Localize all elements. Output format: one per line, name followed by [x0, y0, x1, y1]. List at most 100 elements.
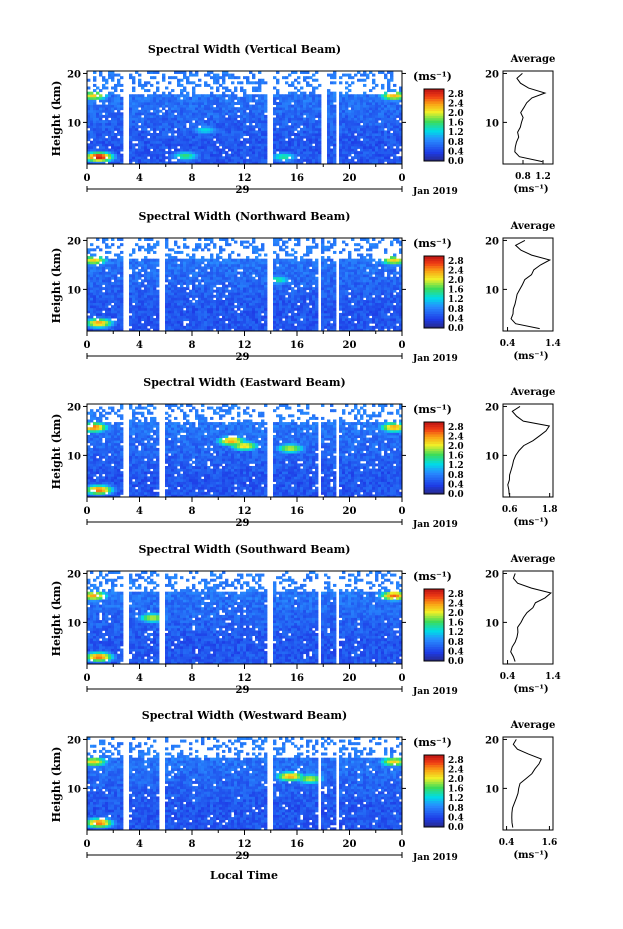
heatmap-cell [225, 310, 229, 314]
heatmap-cell [201, 133, 205, 136]
heatmap-cell [354, 138, 358, 142]
heatmap-cell [366, 99, 370, 103]
heatmap-cell [354, 145, 358, 149]
heatmap-cell [294, 269, 298, 272]
heatmap-cell [168, 325, 172, 329]
heatmap-cell [234, 140, 238, 144]
heatmap-cell [303, 284, 307, 288]
heatmap-cell [195, 83, 199, 87]
heatmap-cell [150, 135, 154, 139]
heatmap-cell [135, 305, 139, 309]
heatmap-cell [285, 258, 289, 262]
heatmap-cell [207, 248, 211, 252]
heatmap-cell [240, 271, 244, 275]
heatmap-cell [219, 107, 223, 111]
heatmap-cell [318, 151, 322, 155]
heatmap-cell [261, 114, 265, 118]
heatmap-cell [288, 117, 292, 121]
heatmap-cell [210, 315, 214, 319]
heatmap-cell [135, 112, 139, 116]
heatmap-cell [186, 94, 190, 98]
heatmap-cell [279, 258, 283, 262]
heatmap-cell [96, 258, 100, 262]
heatmap-cell [279, 292, 283, 296]
heatmap-cell [300, 117, 304, 121]
heatmap-cell [354, 122, 358, 126]
heatmap-cell [87, 258, 91, 262]
heatmap-cell [354, 153, 358, 157]
heatmap-cell [375, 133, 379, 136]
heatmap-cell [354, 135, 358, 139]
heatmap-cell [132, 248, 136, 252]
heatmap-cell [105, 86, 109, 90]
heatmap-cell [213, 127, 217, 131]
heatmap-cell [360, 96, 364, 100]
heatmap-cell [183, 86, 187, 90]
heatmap-cell [105, 294, 109, 298]
heatmap-cell [315, 104, 319, 108]
heatmap-cell [117, 238, 121, 241]
heatmap-cell [144, 156, 148, 160]
heatmap-cell [138, 109, 142, 113]
heatmap-cell [111, 91, 115, 95]
heatmap-cell [216, 89, 220, 93]
heatmap-cell [165, 253, 169, 257]
heatmap-cell [279, 310, 283, 314]
heatmap-cell [255, 94, 259, 98]
heatmap-cell [264, 328, 268, 332]
heatmap-cell [240, 158, 244, 162]
heatmap-cell [273, 120, 277, 124]
heatmap-cell [249, 271, 253, 275]
heatmap-cell [231, 269, 235, 272]
heatmap-cell [138, 135, 142, 139]
heatmap-cell [351, 112, 355, 116]
heatmap-cell [276, 328, 280, 332]
heatmap-cell [168, 248, 172, 252]
heatmap-cell [201, 125, 205, 129]
heatmap-cell [306, 315, 310, 319]
heatmap-cell [276, 256, 280, 260]
heatmap-cell [315, 158, 319, 162]
heatmap-cell [132, 328, 136, 332]
heatmap-cell [144, 127, 148, 131]
heatmap-cell [183, 294, 187, 298]
heatmap-cell [363, 107, 367, 111]
heatmap-cell [237, 287, 241, 291]
heatmap-cell [174, 94, 178, 98]
heatmap-cell [189, 99, 193, 103]
heatmap-cell [387, 102, 391, 105]
heatmap-cell [96, 127, 100, 131]
heatmap-cell [279, 294, 283, 298]
heatmap-cell [183, 138, 187, 142]
heatmap-cell [156, 143, 160, 147]
heatmap-cell [285, 114, 289, 118]
heatmap-cell [150, 112, 154, 116]
heatmap-cell [306, 99, 310, 103]
heatmap-cell [90, 151, 94, 155]
heatmap-cell [231, 258, 235, 262]
heatmap-cell [180, 125, 184, 129]
heatmap-cell [201, 284, 205, 288]
heatmap-cell [132, 276, 136, 280]
heatmap-cell [213, 156, 217, 160]
heatmap-cell [99, 71, 103, 74]
heatmap-cell [96, 325, 100, 329]
heatmap-cell [99, 73, 103, 77]
heatmap-cell [120, 127, 124, 131]
heatmap-cell [207, 310, 211, 314]
heatmap-cell [279, 276, 283, 280]
heatmap-cell [363, 117, 367, 121]
heatmap-cell [225, 140, 229, 144]
heatmap-cell [210, 253, 214, 257]
heatmap-cell [315, 284, 319, 288]
heatmap-cell [231, 289, 235, 293]
heatmap-cell [288, 158, 292, 162]
heatmap-cell [252, 148, 256, 152]
heatmap-cell [312, 276, 316, 280]
heatmap-cell [282, 117, 286, 121]
heatmap-cell [213, 271, 217, 275]
heatmap-cell [219, 133, 223, 136]
heatmap-cell [165, 323, 169, 327]
heatmap-cell [366, 145, 370, 149]
heatmap-cell [90, 104, 94, 108]
